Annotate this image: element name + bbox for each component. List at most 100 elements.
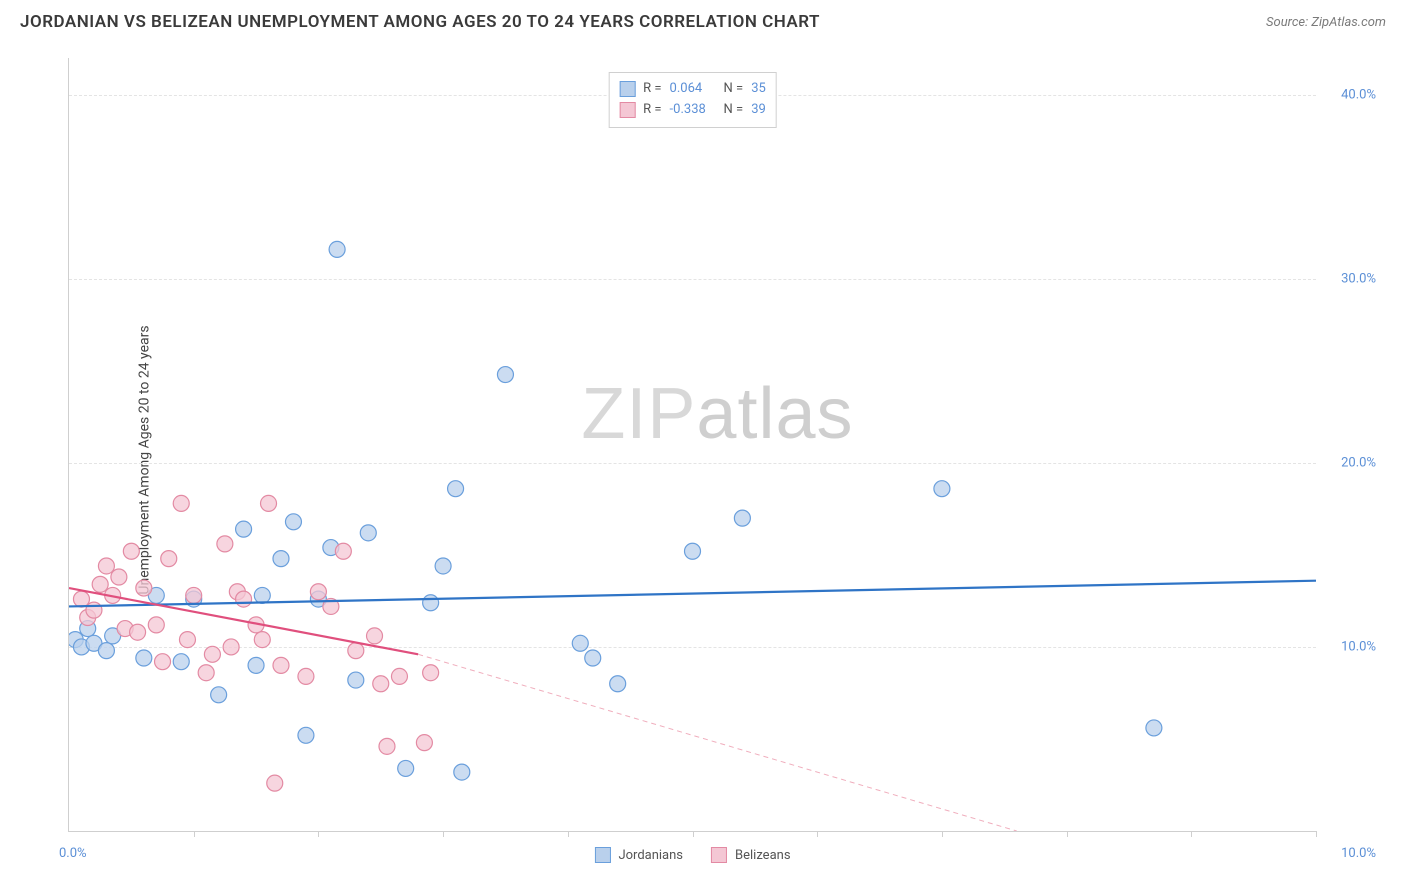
data-point [130,624,146,640]
data-point [298,727,314,743]
data-point [934,481,950,497]
data-point [73,591,89,607]
data-point [391,668,407,684]
swatch-belizeans [619,102,635,118]
data-point [236,591,252,607]
y-tick-label: 20.0% [1341,455,1376,470]
data-point [273,551,289,567]
r-label: R = [643,100,661,121]
n-value-belizeans: 39 [751,100,766,121]
data-point [179,632,195,648]
data-point [572,635,588,651]
x-tick [318,831,319,837]
data-point [435,558,451,574]
legend-label-jordanians: Jordanians [618,848,683,863]
data-point [123,543,139,559]
n-label: N = [724,79,744,100]
x-tick [568,831,569,837]
data-point [734,510,750,526]
data-point [92,576,108,592]
data-point [348,672,364,688]
data-point [254,587,270,603]
data-point [198,665,214,681]
x-tick [194,831,195,837]
data-point [173,495,189,511]
x-axis-min-label: 0.0% [59,846,87,861]
plot-area: ZIPatlas R = 0.064 N = 35 R = -0.338 N =… [68,58,1316,832]
data-point [161,551,177,567]
data-point [136,650,152,666]
x-tick [1316,831,1317,837]
data-point [148,617,164,633]
header: JORDANIAN VS BELIZEAN UNEMPLOYMENT AMONG… [0,0,1406,40]
data-point [685,543,701,559]
y-tick-label: 30.0% [1341,271,1376,286]
data-point [367,628,383,644]
data-point [211,687,227,703]
data-point [98,643,114,659]
data-point [155,654,171,670]
x-tick [1067,831,1068,837]
data-point [111,569,127,585]
data-point [610,676,626,692]
data-point [379,738,395,754]
data-point [267,775,283,791]
data-point [398,760,414,776]
x-axis-max-label: 10.0% [1341,846,1376,861]
data-point [98,558,114,574]
data-point [348,643,364,659]
plot-svg [69,58,1316,831]
data-point [223,639,239,655]
x-tick [942,831,943,837]
data-point [423,595,439,611]
data-point [423,665,439,681]
r-value-belizeans: -0.338 [670,100,716,121]
x-tick [693,831,694,837]
x-tick [817,831,818,837]
data-point [186,587,202,603]
r-label: R = [643,79,661,100]
data-point [217,536,233,552]
data-point [136,580,152,596]
swatch-jordanians [619,81,635,97]
chart-title: JORDANIAN VS BELIZEAN UNEMPLOYMENT AMONG… [20,12,820,32]
y-tick-label: 40.0% [1341,87,1376,102]
n-label: N = [724,100,744,121]
swatch-jordanians-icon [594,847,610,863]
stats-legend: R = 0.064 N = 35 R = -0.338 N = 39 [608,72,777,128]
data-point [285,514,301,530]
data-point [273,657,289,673]
y-tick-label: 10.0% [1341,639,1376,654]
regression-extrapolation-belizeans [418,654,1017,831]
data-point [448,481,464,497]
data-point [416,735,432,751]
n-value-jordanians: 35 [751,79,766,100]
legend-item-belizeans: Belizeans [711,847,791,863]
data-point [248,657,264,673]
data-point [236,521,252,537]
x-tick [1191,831,1192,837]
data-point [329,241,345,257]
stats-row-jordanians: R = 0.064 N = 35 [619,79,766,100]
x-tick [443,831,444,837]
legend-item-jordanians: Jordanians [594,847,683,863]
bottom-legend: Jordanians Belizeans [594,847,790,863]
data-point [335,543,351,559]
data-point [497,367,513,383]
data-point [373,676,389,692]
data-point [173,654,189,670]
data-point [254,632,270,648]
data-point [86,602,102,618]
source-label: Source: ZipAtlas.com [1266,15,1386,30]
r-value-jordanians: 0.064 [670,79,716,100]
data-point [360,525,376,541]
data-point [1146,720,1162,736]
data-point [204,646,220,662]
chart-container: Unemployment Among Ages 20 to 24 years Z… [20,48,1386,872]
data-point [298,668,314,684]
data-point [310,584,326,600]
data-point [261,495,277,511]
swatch-belizeans-icon [711,847,727,863]
stats-row-belizeans: R = -0.338 N = 39 [619,100,766,121]
data-point [585,650,601,666]
